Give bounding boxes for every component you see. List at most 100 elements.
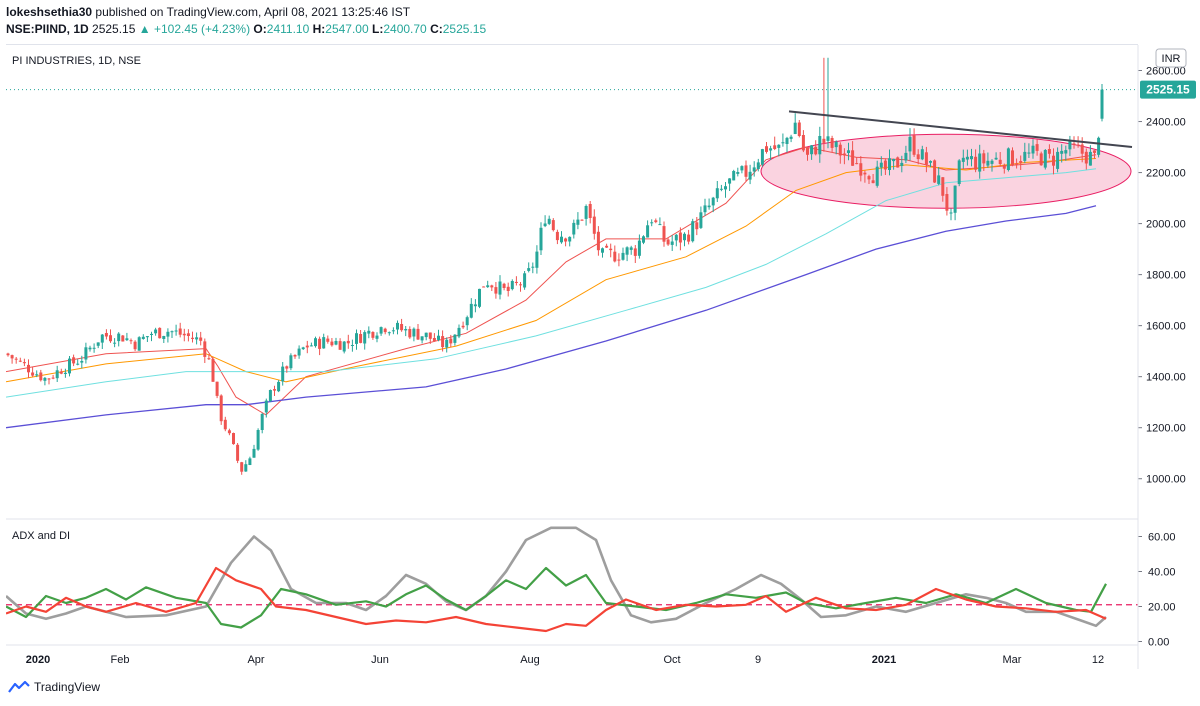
- candle-body: [613, 251, 617, 262]
- candle-body: [674, 234, 678, 241]
- candle-body: [576, 219, 580, 225]
- candle-body: [199, 337, 203, 341]
- x-tick-label: Oct: [663, 654, 680, 666]
- candle-body: [408, 329, 412, 338]
- candle-body: [260, 414, 264, 430]
- candle-body: [625, 247, 629, 255]
- candle-body: [711, 197, 715, 206]
- x-tick-label: Apr: [247, 654, 264, 666]
- candle-body: [1043, 150, 1047, 168]
- candle-body: [1056, 151, 1060, 169]
- adx-pane[interactable]: ADX and DI 60.00 40.00 20.00 0.00: [6, 526, 1176, 649]
- price-pane[interactable]: 2525.15 2600.00 2400.00 2200.00 2000.00 1800.…: [6, 48, 1196, 486]
- candle-body: [1072, 143, 1076, 145]
- candle-body: [519, 284, 522, 286]
- candle-body: [834, 141, 838, 148]
- candle-body: [305, 345, 309, 348]
- candle-body: [1023, 151, 1027, 161]
- candle-body: [6, 353, 10, 356]
- footer: TradingView: [8, 680, 100, 694]
- candle-body: [818, 136, 822, 155]
- candle-body: [244, 464, 248, 472]
- candle-body: [933, 160, 937, 183]
- candle-body: [986, 160, 990, 166]
- candle-body: [1011, 150, 1014, 166]
- candle-body: [14, 358, 18, 360]
- candle-body: [670, 241, 674, 245]
- candle-body: [896, 157, 900, 168]
- candle-body: [1076, 144, 1080, 146]
- candle-body: [838, 144, 842, 156]
- candle-body: [793, 122, 797, 134]
- candle-body: [1100, 89, 1104, 119]
- candle-body: [391, 330, 395, 332]
- candle-body: [732, 171, 736, 181]
- chart-panes: 2525.15 2600.00 2400.00 2200.00 2000.00 1800.…: [6, 44, 1196, 669]
- adx-series-line: [6, 526, 1107, 628]
- candle-body: [1047, 149, 1051, 154]
- candle-body: [109, 335, 112, 342]
- candle-body: [170, 331, 174, 333]
- candle-body: [929, 161, 932, 163]
- brand-name[interactable]: TradingView: [34, 680, 101, 694]
- candle-body: [941, 177, 945, 196]
- candle-body: [728, 178, 732, 184]
- candle-body: [883, 160, 887, 170]
- chart-title: PI INDUSTRIES, 1D, NSE: [12, 55, 141, 67]
- candle-body: [72, 357, 76, 364]
- candle-body: [96, 342, 100, 346]
- moving-average-line: [6, 168, 1097, 398]
- up-arrow-icon: ▲: [138, 22, 151, 36]
- x-tick-label: Feb: [111, 654, 130, 666]
- time-axis[interactable]: 2020 Feb Apr Jun Aug Oct 9 2021 Mar 12: [26, 654, 1104, 666]
- candle-body: [974, 156, 978, 170]
- publisher-name[interactable]: lokeshsethia30: [6, 5, 93, 19]
- candle-body: [150, 333, 153, 335]
- candle-body: [851, 150, 855, 166]
- candle-body: [748, 171, 752, 180]
- candle-body: [404, 329, 408, 331]
- candle-body: [248, 458, 252, 465]
- candle-body: [769, 148, 773, 151]
- currency-box: [1155, 48, 1187, 68]
- candle-body: [297, 348, 301, 356]
- candle-body: [113, 342, 117, 344]
- candle-body: [1019, 161, 1023, 163]
- adx-tick-label: 20.00: [1148, 602, 1176, 614]
- candle-body: [494, 287, 498, 294]
- candle-body: [428, 332, 432, 339]
- candle-body: [350, 345, 354, 346]
- candle-body: [437, 335, 440, 340]
- candle-body: [580, 219, 584, 221]
- last-price: 2525.15: [92, 22, 136, 36]
- candle-body: [740, 166, 744, 171]
- candle-body: [949, 212, 953, 214]
- candle-body: [691, 221, 695, 242]
- candle-body: [453, 334, 457, 343]
- candle-body: [1097, 137, 1101, 155]
- candle-body: [990, 160, 994, 164]
- candle-body: [121, 335, 125, 342]
- candle-body: [232, 433, 235, 445]
- candle-body: [510, 281, 514, 290]
- candle-body: [527, 268, 531, 271]
- candle-body: [547, 218, 551, 224]
- candle-body: [810, 145, 814, 155]
- x-tick-label: Mar: [1003, 654, 1022, 666]
- candle-body: [92, 347, 96, 349]
- candle-body: [88, 347, 92, 350]
- candle-body: [47, 378, 51, 380]
- candle-body: [920, 149, 924, 160]
- candle-body: [141, 336, 145, 339]
- candle-body: [814, 146, 818, 155]
- candle-body: [904, 152, 908, 161]
- candle-body: [924, 152, 928, 165]
- candle-body: [752, 167, 756, 172]
- candle-body: [285, 366, 289, 369]
- candle-body: [289, 355, 293, 369]
- candle-body: [182, 333, 186, 336]
- candle-body: [10, 355, 14, 359]
- candle-body: [55, 370, 59, 379]
- chart-svg[interactable]: 2525.15 2600.00 2400.00 2200.00 2000.00 1800.…: [6, 45, 1198, 669]
- candle-body: [719, 188, 723, 190]
